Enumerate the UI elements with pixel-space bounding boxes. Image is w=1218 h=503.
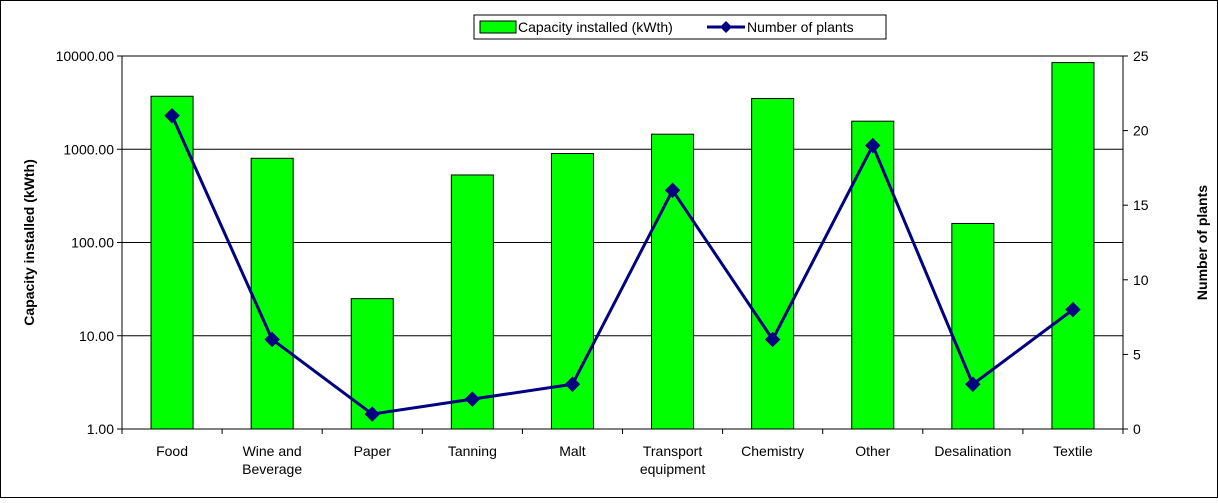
line-series	[164, 107, 1081, 422]
legend-bar-swatch	[479, 20, 517, 34]
x-tick-label: Transport equipment	[640, 443, 705, 477]
x-tick-label: Other	[855, 443, 890, 459]
plants-marker	[965, 376, 981, 392]
x-tick-label-line: Desalination	[934, 443, 1011, 459]
x-tick-label-line: Paper	[354, 443, 392, 459]
capacity-bar	[651, 133, 695, 430]
legend-line-label: Number of plants	[747, 19, 854, 35]
capacity-bar	[951, 222, 995, 430]
x-tick-label-line: equipment	[640, 461, 705, 477]
x-tick-label: Textile	[1053, 443, 1093, 459]
x-tick-label: Paper	[354, 443, 392, 459]
plants-marker	[364, 406, 380, 422]
plants-marker	[764, 331, 781, 348]
x-tick-label-line: Wine and	[243, 443, 302, 459]
legend-bar-label: Capacity installed (kWth)	[518, 19, 673, 35]
right-tick-label: 20	[1133, 123, 1149, 139]
plants-marker	[464, 391, 481, 407]
right-axis-title: Number of plants	[1194, 185, 1210, 300]
left-tick-label: 100.00	[71, 235, 114, 251]
capacity-bar	[1051, 62, 1095, 430]
plants-marker	[865, 137, 881, 154]
plants-line	[170, 115, 1074, 416]
plants-marker	[664, 182, 681, 198]
capacity-bar	[450, 174, 494, 430]
plants-marker	[264, 331, 280, 348]
x-tick-label: Wine and Beverage	[242, 443, 302, 477]
capacity-bar	[751, 98, 795, 430]
x-tick-label: Tanning	[448, 443, 497, 459]
right-tick-label: 5	[1133, 346, 1141, 362]
axes: 1.00 10.00 100.00 1000.00 10000.00 0 5 10 15 20 25…	[21, 48, 1210, 477]
x-tick-label: Food	[156, 443, 188, 459]
plants-marker	[1065, 301, 1081, 318]
right-tick-label: 0	[1133, 421, 1141, 437]
right-tick-label: 25	[1133, 48, 1149, 64]
x-tick-label: Malt	[559, 443, 586, 459]
capacity-bar	[851, 120, 895, 430]
legend-box	[473, 14, 887, 40]
right-tick-label: 15	[1133, 197, 1149, 213]
x-tick-label-line: Tanning	[448, 443, 497, 459]
bar-series	[150, 62, 1095, 430]
x-tick-label-line: Chemistry	[741, 443, 804, 459]
legend-line-marker	[720, 21, 732, 33]
x-tick-label-line: Malt	[559, 443, 586, 459]
legend: Capacity installed (kWth) Number of plant…	[473, 14, 887, 40]
left-tick-label: 1.00	[87, 421, 114, 437]
right-tick-label: 10	[1133, 272, 1149, 288]
plants-marker	[564, 376, 581, 392]
x-tick-label-line: Textile	[1053, 443, 1093, 459]
left-axis-title: Capacity installed (kWth)	[21, 159, 37, 325]
x-tick-label-line: Transport	[643, 443, 703, 459]
x-tick-label-line: Other	[855, 443, 890, 459]
capacity-bar	[250, 157, 294, 430]
x-tick-label: Chemistry	[741, 443, 804, 459]
plants-marker	[164, 107, 180, 124]
x-tick-label-line: Food	[156, 443, 188, 459]
x-tick-label: Desalination	[934, 443, 1011, 459]
left-tick-label: 10000.00	[56, 48, 115, 64]
left-tick-label: 1000.00	[63, 141, 114, 157]
left-tick-label: 10.00	[79, 328, 114, 344]
x-tick-label-line: Beverage	[242, 461, 302, 477]
